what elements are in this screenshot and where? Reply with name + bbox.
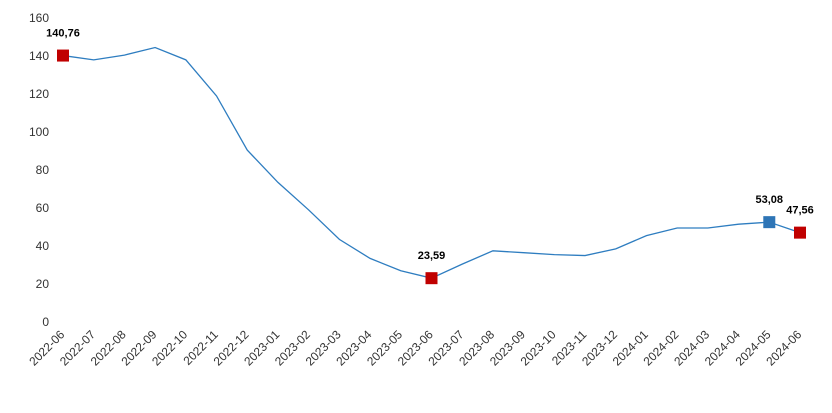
y-tick-label: 60 xyxy=(36,201,50,215)
y-tick-label: 140 xyxy=(29,49,49,63)
y-tick-label: 120 xyxy=(29,87,49,101)
y-tick-label: 0 xyxy=(42,315,49,329)
marker xyxy=(794,226,806,239)
y-tick-label: 40 xyxy=(36,239,50,253)
marker xyxy=(763,216,776,229)
marker xyxy=(425,272,438,285)
y-tick-label: 20 xyxy=(36,277,50,291)
value-label: 140,76 xyxy=(46,27,80,39)
value-label: 53,08 xyxy=(756,194,784,206)
value-label: 23,59 xyxy=(418,250,446,262)
y-tick-label: 80 xyxy=(36,163,50,177)
y-tick-label: 100 xyxy=(29,125,49,139)
value-label: 47,56 xyxy=(786,205,814,217)
y-tick-label: 160 xyxy=(29,11,49,25)
data-line xyxy=(62,46,801,279)
marker xyxy=(57,49,69,62)
